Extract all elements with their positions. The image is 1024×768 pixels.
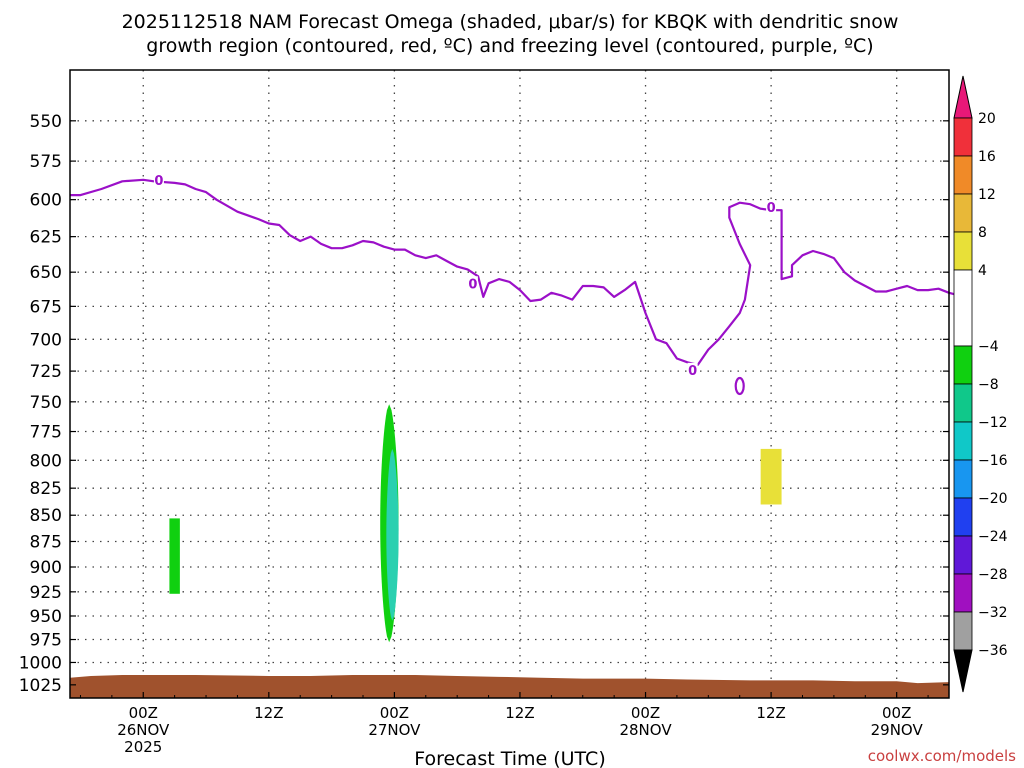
freezing-level-contour: 0 0 0 0 — [70, 172, 960, 396]
colorbar-label: −20 — [978, 491, 1008, 507]
contour-label: 0 — [767, 201, 776, 216]
x-tick-label: 12Z — [254, 704, 283, 722]
freezing-level-loop — [734, 376, 745, 396]
colorbar-label: 4 — [978, 263, 987, 279]
colorbar-label: 16 — [978, 149, 996, 165]
colorbar-bin — [953, 497, 973, 537]
x-tick-label: 2025 — [124, 738, 162, 756]
colorbar-label: −28 — [978, 567, 1008, 583]
contour-label: 0 — [688, 364, 697, 379]
colorbar-label: 20 — [978, 111, 996, 127]
colorbar-bin — [953, 345, 973, 385]
x-axis-label: Forecast Time (UTC) — [414, 748, 605, 768]
omega-region — [760, 448, 782, 505]
y-tick-label: 775 — [30, 423, 62, 443]
contour-label-bg — [687, 362, 698, 377]
colorbar-bin — [953, 231, 973, 271]
y-tick-label: 800 — [30, 451, 62, 471]
x-tick-label: 12Z — [505, 704, 534, 722]
colorbar-label: −4 — [978, 339, 999, 355]
contour-label: 0 — [468, 277, 477, 292]
colorbar-label: 8 — [978, 225, 987, 241]
colorbar-top-arrow — [953, 75, 973, 119]
y-axis: 550 575 600 625 650 675 700 725 750 775 800 825 850 8… — [19, 112, 949, 696]
colorbar-bin — [953, 421, 973, 461]
y-tick-label: 900 — [30, 558, 62, 578]
y-tick-label: 975 — [30, 631, 62, 651]
colorbar-label: −36 — [978, 643, 1008, 659]
y-tick-label: 950 — [30, 607, 62, 627]
y-tick-label: 850 — [30, 506, 62, 526]
contour-label-bg — [467, 276, 478, 291]
plot-frame — [69, 69, 950, 699]
colorbar-label: −16 — [978, 453, 1008, 469]
plot-background — [70, 70, 949, 698]
y-tick-label: 550 — [30, 112, 62, 132]
y-tick-label: 700 — [30, 330, 62, 350]
contour-label-bg — [766, 200, 777, 215]
colorbar-label: −32 — [978, 605, 1008, 621]
x-tick-label: 26NOV — [117, 721, 170, 739]
y-tick-label: 1025 — [19, 676, 62, 696]
colorbar-label: −8 — [978, 377, 999, 393]
y-tick-label: 925 — [30, 583, 62, 603]
colorbar-bin — [953, 459, 973, 499]
x-tick-label: 00Z — [129, 704, 158, 722]
colorbar-bin — [953, 117, 973, 157]
omega-region — [386, 448, 399, 621]
y-tick-label: 1000 — [19, 653, 62, 673]
x-tick-label: 27NOV — [368, 721, 421, 739]
chart-title-line-1: 2025112518 NAM Forecast Omega (shaded, μ… — [122, 11, 899, 33]
credit-text: coolwx.com/models — [868, 747, 1016, 765]
colorbar-bin — [953, 611, 973, 651]
colorbar-bin — [953, 383, 973, 423]
ground-fill — [70, 675, 949, 698]
x-tick-label: 12Z — [756, 704, 785, 722]
freezing-level-line — [70, 178, 960, 366]
contour-label: 0 — [154, 174, 163, 189]
colorbar-bin — [953, 155, 973, 195]
colorbar-bin — [953, 573, 973, 613]
colorbar-label: −12 — [978, 415, 1008, 431]
omega-region — [169, 518, 180, 594]
x-tick-label: 29NOV — [871, 721, 924, 739]
colorbar-label: 12 — [978, 187, 996, 203]
y-tick-label: 675 — [30, 297, 62, 317]
colorbar-label: −24 — [978, 529, 1008, 545]
colorbar-bin — [953, 193, 973, 233]
y-tick-label: 875 — [30, 532, 62, 552]
y-tick-label: 725 — [30, 362, 62, 382]
contour-label-bg — [153, 172, 164, 187]
colorbar-bottom-arrow — [953, 649, 973, 693]
x-tick-label: 28NOV — [619, 721, 672, 739]
y-tick-label: 750 — [30, 393, 62, 413]
y-tick-label: 825 — [30, 479, 62, 499]
y-tick-label: 650 — [30, 263, 62, 283]
chart-title-line-2: growth region (contoured, red, ºC) and f… — [146, 35, 873, 57]
y-tick-label: 600 — [30, 191, 62, 211]
x-tick-label: 00Z — [882, 704, 911, 722]
omega-shading — [169, 404, 782, 643]
colorbar-bin — [953, 535, 973, 575]
colorbar-bin — [953, 269, 973, 347]
y-tick-label: 575 — [30, 152, 62, 172]
x-tick-label: 00Z — [380, 704, 409, 722]
colorbar: 20 16 12 8 4 −4 −8 −12 −16 −20 −24 −28 −32 −36 — [953, 75, 1008, 693]
ground-layer — [70, 675, 949, 698]
x-tick-label: 00Z — [631, 704, 660, 722]
y-tick-label: 625 — [30, 228, 62, 248]
